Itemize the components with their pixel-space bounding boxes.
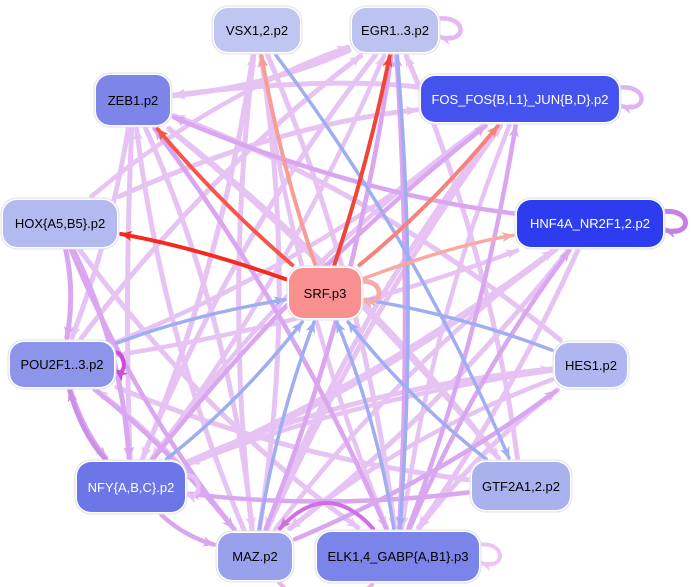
node-label: SRF.p3 [303,285,347,301]
node-pou[interactable]: POU2F1..3.p2 [10,341,114,387]
edge-elk-srf [335,320,396,531]
edge-hox-pou [63,247,74,340]
node-label: NFY{A,B,C}.p2 [87,479,175,495]
node-srf[interactable]: SRF.p3 [289,268,361,318]
edge-srf-egr [332,54,393,267]
node-label: ELK1,4_GABP{A,B1}.p3 [327,548,469,564]
edge-srf-zeb [155,127,295,267]
node-elk[interactable]: ELK1,4_GABP{A,B1}.p3 [317,531,479,581]
edge-hox-elk [77,247,361,530]
edge-egr-elk [395,53,410,530]
node-label: HES1.p2 [564,357,618,373]
edge-vsx-nfy [140,52,256,461]
self-loop-elk [475,542,502,572]
edge-maz-fos [264,123,503,532]
node-label: MAZ.p2 [232,548,278,564]
edge-nfy-maz [159,512,217,547]
edge-maz-srf [257,320,316,532]
node-gtf[interactable]: GTF2A1,2.p2 [472,462,570,510]
self-loop-hnf [658,209,688,238]
edge-fos-zeb [171,80,421,99]
edge-zeb-nfy [124,125,135,461]
edge-maz-vsx [256,53,282,532]
node-label: ZEB1.p2 [107,92,159,108]
edge-hnf-zeb [171,115,517,216]
node-label: GTF2A1,2.p2 [481,478,561,494]
node-label: FOS_FOS{B,L1}_JUN{B,D}.p2 [431,91,609,107]
edge-elk-zeb [152,126,389,531]
edge-srf-hnf [362,232,515,281]
self-loop-pou [110,350,128,382]
node-hox[interactable]: HOX{A5,B5}.p2 [3,199,117,247]
node-label: EGR1..3.p2 [361,22,429,38]
edge-pou-nfy [68,387,109,461]
edge-pou-srf [115,296,287,345]
node-vsx[interactable]: VSX1,2.p2 [214,8,300,52]
edge-maz-hes [292,388,559,542]
edge-vsx-maz [236,52,257,531]
edge-srf-hox [119,231,288,282]
node-egr[interactable]: EGR1..3.p2 [352,8,438,52]
edge-hes-srf [363,296,554,352]
node-label: POU2F1..3.p2 [20,356,104,372]
edge-gtf-srf [346,320,488,461]
edge-nfy-pou [67,388,108,462]
node-label: HOX{A5,B5}.p2 [14,215,106,231]
edge-pou-maz [92,387,236,531]
edge-elk-hnf [407,248,572,531]
edge-hes-nfy [186,368,555,467]
edge-elk-maz [278,500,375,531]
node-hnf[interactable]: HNF4A_NR2F1,2.p2 [517,199,663,247]
node-label: VSX1,2.p2 [225,22,289,38]
node-nfy[interactable]: NFY{A,B,C}.p2 [77,462,185,512]
self-loop-egr [433,16,463,45]
node-fos[interactable]: FOS_FOS{B,L1}_JUN{B,D}.p2 [421,76,619,122]
edge-vsx-gtf [274,53,511,460]
edge-maz-elk [277,580,375,587]
self-loop-srf [356,279,382,309]
node-label: HNF4A_NR2F1,2.p2 [530,215,650,231]
edge-srf-vsx [258,54,318,267]
node-hes[interactable]: HES1.p2 [555,343,627,387]
node-zeb[interactable]: ZEB1.p2 [96,75,170,125]
edge-nfy-srf [164,320,304,461]
edge-fos-maz [263,122,503,531]
self-loop-fos [614,85,644,114]
self-loop-nfy [180,473,201,504]
node-maz[interactable]: MAZ.p2 [218,532,292,580]
edge-srf-fos [357,124,500,267]
